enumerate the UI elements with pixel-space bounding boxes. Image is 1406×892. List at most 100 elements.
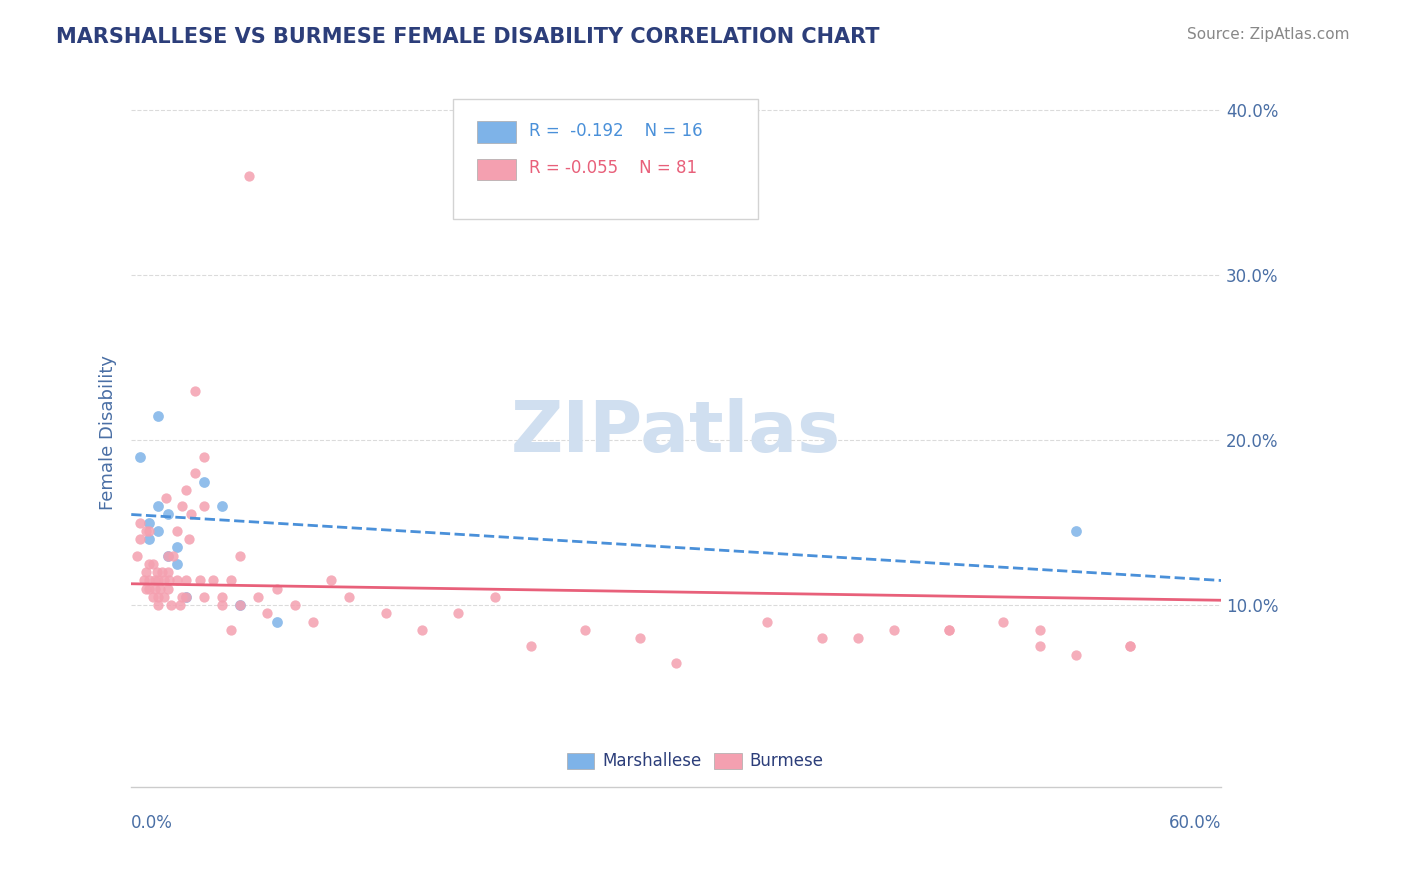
Point <box>156 508 179 522</box>
Point <box>142 557 165 571</box>
Point <box>266 615 288 629</box>
Point <box>166 524 188 538</box>
Point <box>411 623 433 637</box>
Point <box>1064 648 1087 662</box>
Point <box>665 656 688 670</box>
FancyBboxPatch shape <box>477 121 516 143</box>
Point <box>1119 640 1142 654</box>
Point <box>148 574 170 588</box>
Point <box>184 467 207 481</box>
FancyBboxPatch shape <box>453 99 758 219</box>
Point <box>172 590 194 604</box>
Point <box>138 574 160 588</box>
Point <box>211 500 233 514</box>
Point <box>229 549 252 563</box>
Point <box>135 582 157 596</box>
Point <box>174 574 197 588</box>
Point <box>138 557 160 571</box>
Point <box>129 533 152 547</box>
Point <box>991 615 1014 629</box>
Y-axis label: Female Disability: Female Disability <box>100 354 117 509</box>
Point <box>166 574 188 588</box>
Point <box>1028 640 1050 654</box>
Point <box>1064 524 1087 538</box>
Text: R = -0.055    N = 81: R = -0.055 N = 81 <box>529 159 697 178</box>
Point <box>846 631 869 645</box>
Text: Source: ZipAtlas.com: Source: ZipAtlas.com <box>1187 27 1350 42</box>
Point <box>219 623 242 637</box>
Point <box>574 623 596 637</box>
Point <box>193 450 215 464</box>
Point <box>143 582 166 596</box>
Point <box>193 475 215 489</box>
Point <box>143 574 166 588</box>
Point <box>157 574 180 588</box>
Point <box>138 582 160 596</box>
Point <box>148 598 170 612</box>
Text: MARSHALLESE VS BURMESE FEMALE DISABILITY CORRELATION CHART: MARSHALLESE VS BURMESE FEMALE DISABILITY… <box>56 27 880 46</box>
Point <box>148 409 170 423</box>
Text: 0.0%: 0.0% <box>131 814 173 832</box>
FancyBboxPatch shape <box>477 159 516 180</box>
Point <box>211 590 233 604</box>
Point <box>129 450 152 464</box>
Point <box>156 582 179 596</box>
Point <box>179 533 201 547</box>
Point <box>156 566 179 580</box>
Point <box>129 516 152 530</box>
Point <box>337 590 360 604</box>
Point <box>938 623 960 637</box>
Point <box>201 574 224 588</box>
Point <box>810 631 832 645</box>
Point <box>156 549 179 563</box>
Point <box>135 566 157 580</box>
Point <box>162 549 184 563</box>
Point <box>188 574 211 588</box>
Point <box>520 640 543 654</box>
Point <box>155 491 177 505</box>
Point <box>266 582 288 596</box>
Point <box>153 574 176 588</box>
Point <box>149 582 172 596</box>
Point <box>156 549 179 563</box>
Point <box>135 524 157 538</box>
Point <box>148 590 170 604</box>
Point <box>193 590 215 604</box>
Text: 60.0%: 60.0% <box>1168 814 1222 832</box>
Point <box>153 590 176 604</box>
Point <box>174 590 197 604</box>
Text: ZIPatlas: ZIPatlas <box>512 398 841 467</box>
Text: Burmese: Burmese <box>749 752 824 770</box>
Point <box>484 590 506 604</box>
Point <box>219 574 242 588</box>
Point <box>166 557 188 571</box>
Point <box>229 598 252 612</box>
Point <box>184 384 207 398</box>
Point <box>211 598 233 612</box>
Point <box>628 631 651 645</box>
Point <box>138 524 160 538</box>
Point <box>374 607 396 621</box>
Point <box>284 598 307 612</box>
Point <box>229 598 252 612</box>
Point <box>174 590 197 604</box>
Point <box>166 541 188 555</box>
Point <box>193 500 215 514</box>
Point <box>447 607 470 621</box>
Point <box>180 508 202 522</box>
Point <box>148 524 170 538</box>
FancyBboxPatch shape <box>714 753 741 769</box>
Point <box>138 533 160 547</box>
Point <box>142 590 165 604</box>
Point <box>160 598 183 612</box>
Point <box>238 169 260 184</box>
Point <box>938 623 960 637</box>
Point <box>138 516 160 530</box>
Point <box>1119 640 1142 654</box>
Point <box>125 549 148 563</box>
Point <box>145 566 167 580</box>
Point <box>256 607 278 621</box>
Text: Marshallese: Marshallese <box>602 752 702 770</box>
Point <box>174 483 197 497</box>
Point <box>883 623 905 637</box>
